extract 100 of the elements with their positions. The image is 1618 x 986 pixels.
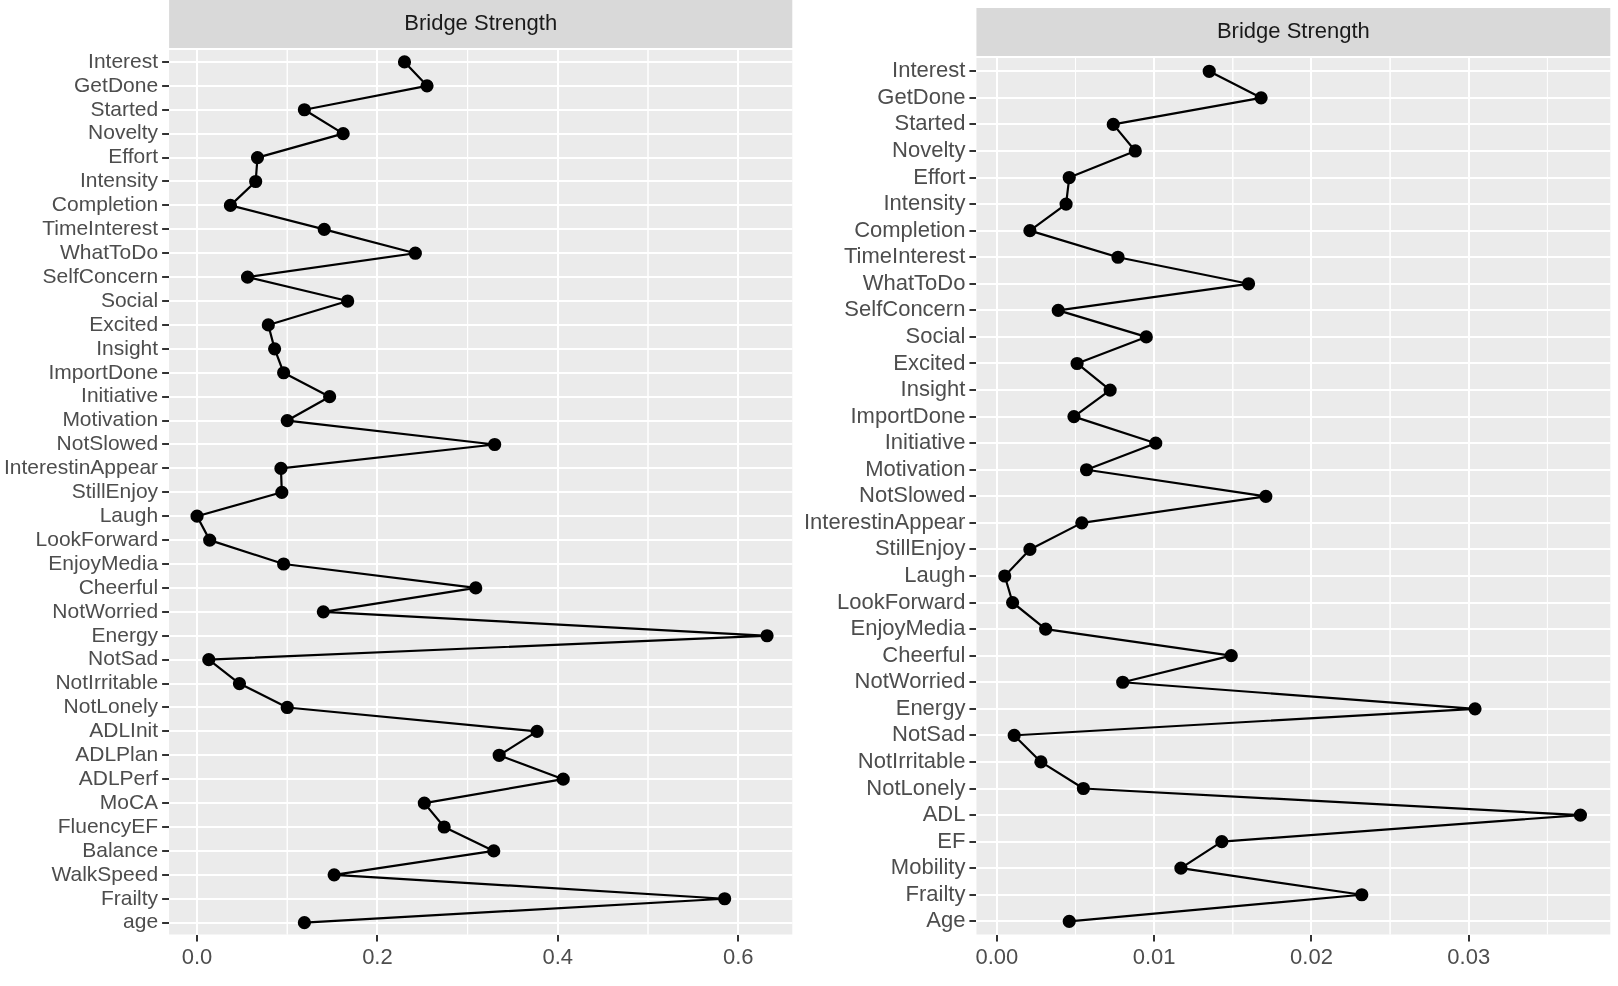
y-tick-label: NotSad	[88, 646, 159, 670]
point	[249, 174, 263, 189]
y-tick-label: TimeInterest	[843, 243, 966, 269]
point	[556, 772, 570, 786]
y-tick-label: age	[123, 909, 159, 933]
point	[1215, 835, 1229, 849]
point	[487, 844, 501, 858]
x-tick-label: 0.03	[1447, 943, 1491, 969]
point	[297, 916, 311, 930]
y-tick-label: Effort	[913, 163, 966, 189]
y-tick-label: Energy	[91, 622, 159, 646]
y-tick-label: NotWorried	[52, 598, 159, 622]
point	[1116, 675, 1130, 689]
point	[1139, 330, 1153, 344]
y-tick-label: NotSad	[892, 721, 966, 747]
y-tick-label: EnjoyMedia	[850, 615, 967, 641]
y-tick-label: LookForward	[35, 526, 159, 550]
point	[417, 796, 431, 810]
y-tick-label: NotIrritable	[857, 748, 966, 773]
x-tick-label: 0.02	[1290, 943, 1333, 969]
point	[1224, 649, 1238, 663]
y-tick-label: Frailty	[905, 880, 966, 906]
y-tick-label: Novelty	[88, 120, 159, 144]
point	[1202, 64, 1216, 78]
y-tick-label: Motivation	[865, 455, 966, 481]
point	[1079, 463, 1094, 477]
point	[1468, 702, 1482, 716]
chart-title: Bridge Strength	[1216, 18, 1370, 44]
y-tick-label: NotSlowed	[56, 431, 159, 455]
point	[275, 485, 289, 499]
point	[437, 820, 451, 834]
point	[1241, 277, 1256, 291]
y-tick-label: Motivation	[62, 407, 159, 431]
y-tick-label: Excited	[893, 349, 966, 375]
y-tick-label: EF	[937, 827, 966, 853]
point	[1259, 489, 1273, 503]
y-tick-label: Excited	[89, 311, 159, 335]
point	[1051, 303, 1065, 317]
point	[316, 605, 330, 619]
point	[274, 461, 288, 475]
y-tick-label: SelfConcern	[844, 296, 966, 322]
y-tick-label: Age	[926, 907, 966, 933]
y-tick-label: Insight	[96, 335, 159, 359]
point	[1059, 197, 1073, 211]
y-tick-label: InterestinAppear	[3, 455, 159, 479]
y-tick-label: Social	[905, 322, 966, 348]
y-tick-label: Interest	[892, 57, 966, 83]
y-tick-label: ImportDone	[850, 402, 966, 428]
point	[530, 724, 544, 738]
point	[1067, 410, 1081, 424]
y-tick-label: Effort	[108, 144, 159, 168]
point	[998, 569, 1012, 583]
point	[261, 318, 275, 332]
point	[408, 246, 422, 260]
y-tick-label: Insight	[900, 376, 966, 402]
point	[203, 533, 217, 547]
point	[1149, 436, 1163, 450]
y-tick-label: EnjoyMedia	[48, 550, 159, 574]
y-tick-label: Interest	[88, 48, 159, 72]
point	[1039, 622, 1053, 636]
point	[1062, 914, 1076, 928]
point	[718, 892, 732, 906]
point	[280, 413, 294, 428]
x-tick-label: 0.01	[1132, 943, 1176, 969]
y-tick-label: NotIrritable	[55, 670, 159, 694]
point	[317, 222, 331, 236]
point	[1254, 91, 1268, 105]
y-tick-label: Novelty	[892, 137, 966, 163]
point	[1062, 170, 1076, 185]
y-tick-label: Intensity	[883, 190, 966, 216]
point	[297, 103, 311, 117]
y-tick-label: Cheerful	[78, 574, 159, 598]
y-tick-label: Balance	[82, 837, 159, 861]
point	[277, 366, 291, 380]
x-tick-label: 0.00	[975, 943, 1019, 969]
y-tick-label: Started	[90, 96, 159, 120]
point	[336, 127, 350, 141]
point	[240, 270, 255, 284]
point	[1106, 117, 1120, 132]
y-tick-label: Cheerful	[882, 641, 966, 667]
y-tick-label: Initiative	[81, 383, 159, 407]
y-tick-label: TimeInterest	[42, 216, 159, 240]
y-tick-label: Intensity	[79, 168, 159, 192]
y-tick-label: Energy	[895, 694, 966, 720]
point	[1007, 728, 1021, 742]
y-tick-label: InterestinAppear	[804, 508, 966, 534]
point	[232, 676, 247, 691]
y-tick-label: Started	[894, 110, 966, 136]
y-tick-label: WhatToDo	[862, 269, 966, 295]
point	[327, 868, 341, 882]
y-tick-label: NotLonely	[866, 774, 966, 800]
point	[1034, 755, 1048, 769]
point	[250, 150, 265, 165]
y-tick-label: NotWorried	[854, 668, 966, 694]
point	[1128, 144, 1142, 158]
y-tick-label: NotSlowed	[859, 482, 966, 508]
y-tick-label: ImportDone	[48, 359, 159, 383]
y-tick-label: Completion	[854, 216, 966, 242]
y-tick-label: ADL	[922, 801, 966, 827]
point	[469, 581, 483, 595]
